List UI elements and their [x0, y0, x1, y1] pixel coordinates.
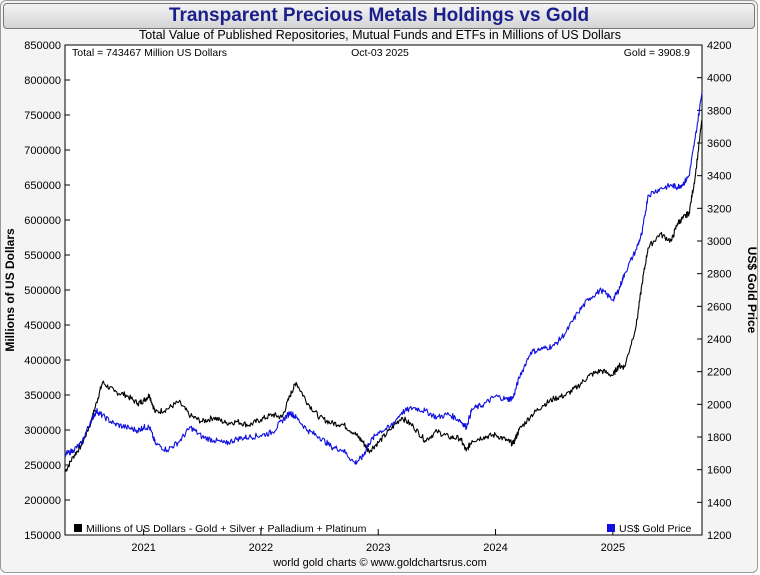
y-tick-label: 400000	[24, 355, 61, 367]
title-box: Transparent Precious Metals Holdings vs …	[3, 3, 755, 29]
plot-area	[64, 44, 703, 536]
y2-tick-label: 3200	[707, 203, 731, 215]
total-readout: Total = 743467 Million US Dollars	[72, 47, 227, 59]
y2-tick-label: 1800	[707, 432, 731, 444]
y-tick-label: 550000	[24, 250, 61, 262]
y2-tick-label: 2600	[707, 301, 731, 313]
y2-tick-label: 2800	[707, 269, 731, 281]
holdings-line	[64, 119, 703, 473]
y-axis-title: Millions of US Dollars	[3, 228, 17, 352]
y2-tick-label: 2200	[707, 367, 731, 379]
y-tick-label: 350000	[24, 390, 61, 402]
y2-tick-label: 2400	[707, 334, 731, 346]
y-tick-label: 650000	[24, 180, 61, 192]
x-tick-label: 2022	[249, 542, 273, 554]
y2-tick-label: 3400	[707, 171, 731, 183]
y-tick-label: 700000	[24, 145, 61, 157]
y-tick-label: 450000	[24, 320, 61, 332]
chart-title: Transparent Precious Metals Holdings vs …	[168, 5, 590, 26]
x-tick-label: 2023	[366, 542, 390, 554]
y-tick-label: 150000	[24, 530, 61, 542]
gold-readout: Gold = 3908.9	[624, 47, 690, 59]
x-axis: 2021 2022 2023 2024 2025	[131, 529, 625, 554]
y2-tick-label: 1200	[707, 530, 731, 542]
y2-tick-label: 4200	[707, 40, 731, 52]
y-tick-label: 800000	[24, 75, 61, 87]
y2-tick-label: 1400	[707, 497, 731, 509]
y-tick-label: 500000	[24, 285, 61, 297]
y-tick-label: 850000	[24, 40, 61, 52]
y-tick-label: 200000	[24, 495, 61, 507]
x-tick-label: 2021	[131, 542, 155, 554]
y-axis-right: 1200 1400 1600 1800 2000 2200 2400 2600 2800 3000…	[697, 40, 731, 542]
y2-tick-label: 4000	[707, 73, 731, 85]
x-tick-label: 2025	[601, 542, 625, 554]
y-tick-label: 250000	[24, 460, 61, 472]
legend-label-holdings: Millions of US Dollars - Gold + Silver +…	[86, 523, 367, 535]
x-tick-label: 2024	[483, 542, 507, 554]
legend-label-gold: US$ Gold Price	[619, 523, 692, 535]
y2-axis-title: US$ Gold Price	[745, 247, 759, 334]
series-group	[64, 92, 703, 473]
chart-subtitle: Total Value of Published Repositories, M…	[139, 28, 621, 42]
y2-tick-label: 1600	[707, 465, 731, 477]
y2-tick-label: 3000	[707, 236, 731, 248]
y-tick-label: 300000	[24, 425, 61, 437]
y-tick-label: 750000	[24, 110, 61, 122]
y-axis-left: 150000 200000 250000 300000 350000 400000 4500…	[24, 40, 70, 542]
gold-price-line	[64, 92, 703, 465]
legend-swatch-holdings	[74, 524, 82, 532]
y-tick-label: 600000	[24, 215, 61, 227]
y2-tick-label: 3800	[707, 105, 731, 117]
footer-credit: world gold charts © www.goldchartsrus.co…	[273, 557, 487, 569]
y2-tick-label: 3600	[707, 138, 731, 150]
y2-tick-label: 2000	[707, 399, 731, 411]
date-readout: Oct-03 2025	[351, 47, 409, 59]
legend-swatch-gold	[607, 524, 615, 532]
